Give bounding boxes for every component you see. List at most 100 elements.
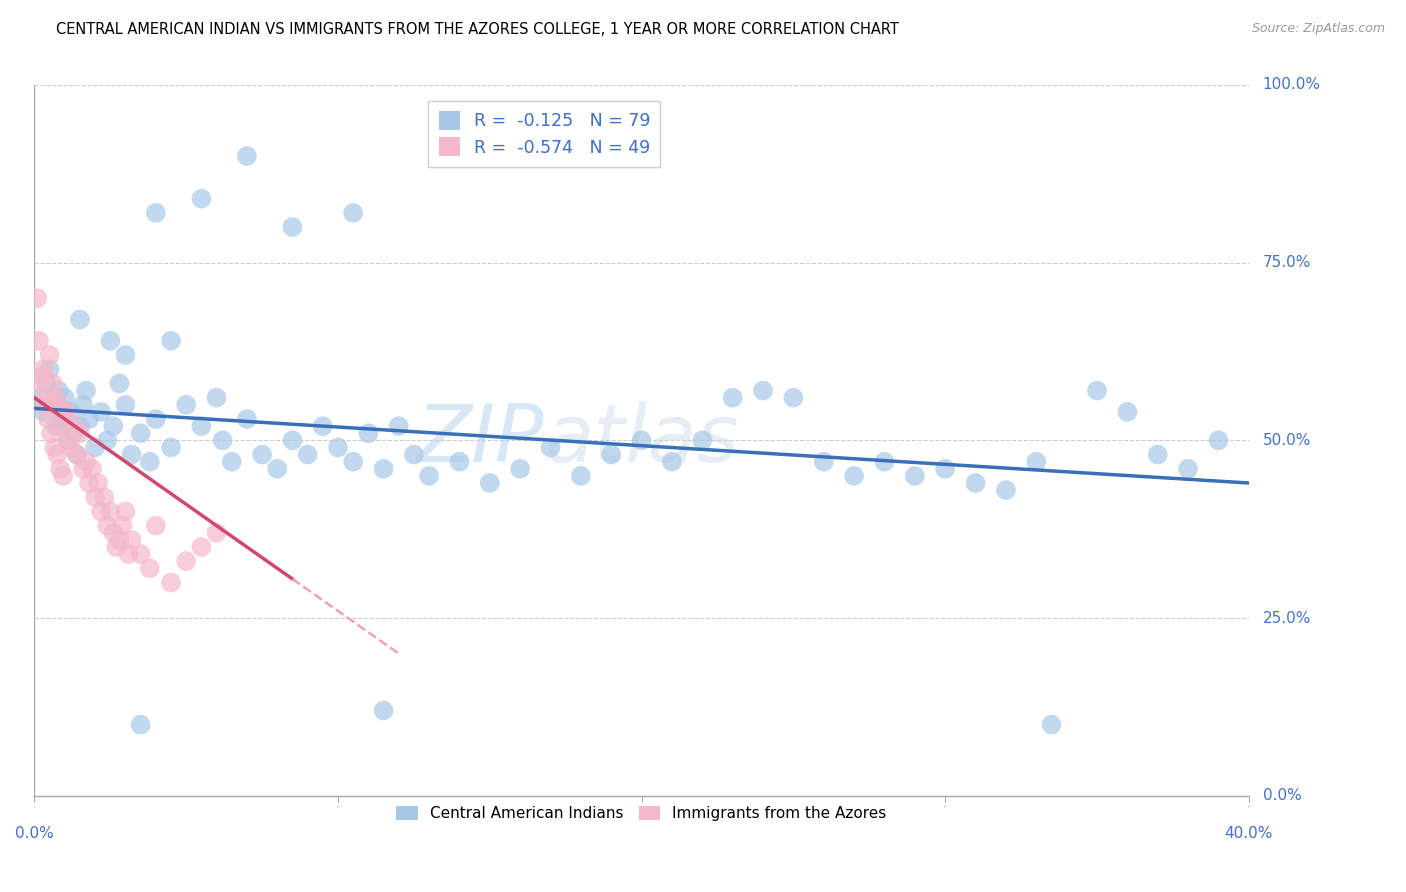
Legend: R =  -0.125   N = 79, R =  -0.574   N = 49: R = -0.125 N = 79, R = -0.574 N = 49: [429, 101, 661, 167]
Point: [205, 391, 228, 405]
Point: [59, 405, 82, 419]
Point: [1025, 455, 1047, 469]
Text: 0.0%: 0.0%: [15, 826, 53, 841]
Point: [600, 448, 623, 462]
Point: [28, 334, 51, 348]
Point: [84, 490, 107, 504]
Point: [69, 419, 91, 434]
Point: [190, 419, 212, 434]
Point: [96, 434, 118, 448]
Point: [56, 434, 79, 448]
Point: [55, 405, 77, 419]
Point: [45, 391, 67, 405]
Point: [373, 462, 395, 476]
Point: [117, 547, 139, 561]
Point: [342, 206, 364, 220]
Point: [51, 412, 73, 426]
Point: [357, 426, 380, 441]
Point: [1040, 717, 1063, 731]
Point: [69, 312, 91, 326]
Point: [59, 441, 82, 455]
Point: [32, 405, 55, 419]
Text: CENTRAL AMERICAN INDIAN VS IMMIGRANTS FROM THE AZORES COLLEGE, 1 YEAR OR MORE CO: CENTRAL AMERICAN INDIAN VS IMMIGRANTS FR…: [56, 22, 898, 37]
Point: [449, 455, 471, 469]
Point: [72, 398, 94, 412]
Point: [160, 575, 183, 590]
Point: [752, 384, 775, 398]
Point: [236, 412, 259, 426]
Point: [27, 291, 49, 305]
Point: [42, 441, 65, 455]
Point: [160, 441, 183, 455]
Point: [75, 384, 97, 398]
Point: [114, 504, 136, 518]
Point: [48, 384, 70, 398]
Point: [35, 391, 58, 405]
Point: [994, 483, 1017, 497]
Point: [1116, 405, 1139, 419]
Point: [38, 348, 60, 362]
Text: 0.0%: 0.0%: [1263, 789, 1302, 804]
Point: [49, 462, 72, 476]
Point: [211, 434, 233, 448]
Point: [326, 441, 349, 455]
Point: [418, 469, 440, 483]
Point: [30, 376, 52, 391]
Point: [66, 448, 89, 462]
Point: [630, 434, 652, 448]
Point: [98, 504, 121, 518]
Text: ZIP: ZIP: [418, 401, 544, 479]
Point: [39, 426, 62, 441]
Point: [129, 547, 152, 561]
Point: [250, 448, 273, 462]
Point: [373, 703, 395, 717]
Text: 25.0%: 25.0%: [1263, 610, 1310, 625]
Point: [69, 426, 91, 441]
Point: [904, 469, 927, 483]
Point: [87, 475, 110, 490]
Point: [873, 455, 896, 469]
Point: [114, 398, 136, 412]
Point: [72, 462, 94, 476]
Point: [266, 462, 288, 476]
Point: [90, 504, 112, 518]
Point: [52, 469, 75, 483]
Point: [63, 419, 86, 434]
Point: [41, 398, 63, 412]
Point: [75, 455, 97, 469]
Point: [692, 434, 714, 448]
Point: [388, 419, 411, 434]
Point: [105, 540, 128, 554]
Point: [145, 206, 167, 220]
Point: [281, 220, 304, 235]
Point: [139, 455, 162, 469]
Point: [342, 455, 364, 469]
Point: [63, 426, 86, 441]
Point: [661, 455, 683, 469]
Point: [51, 419, 73, 434]
Point: [478, 475, 501, 490]
Point: [221, 455, 243, 469]
Point: [813, 455, 835, 469]
Point: [782, 391, 804, 405]
Point: [174, 554, 197, 568]
Text: 40.0%: 40.0%: [1225, 826, 1272, 841]
Point: [41, 376, 63, 391]
Point: [66, 448, 89, 462]
Point: [129, 426, 152, 441]
Point: [297, 448, 319, 462]
Point: [190, 192, 212, 206]
Point: [31, 369, 53, 384]
Point: [37, 412, 59, 426]
Point: [45, 419, 67, 434]
Text: 100.0%: 100.0%: [1263, 78, 1320, 93]
Text: Source: ZipAtlas.com: Source: ZipAtlas.com: [1251, 22, 1385, 36]
Point: [1146, 448, 1168, 462]
Point: [34, 398, 56, 412]
Point: [114, 348, 136, 362]
Point: [281, 434, 304, 448]
Point: [1085, 384, 1108, 398]
Point: [103, 525, 125, 540]
Text: 50.0%: 50.0%: [1263, 433, 1310, 448]
Point: [108, 376, 131, 391]
